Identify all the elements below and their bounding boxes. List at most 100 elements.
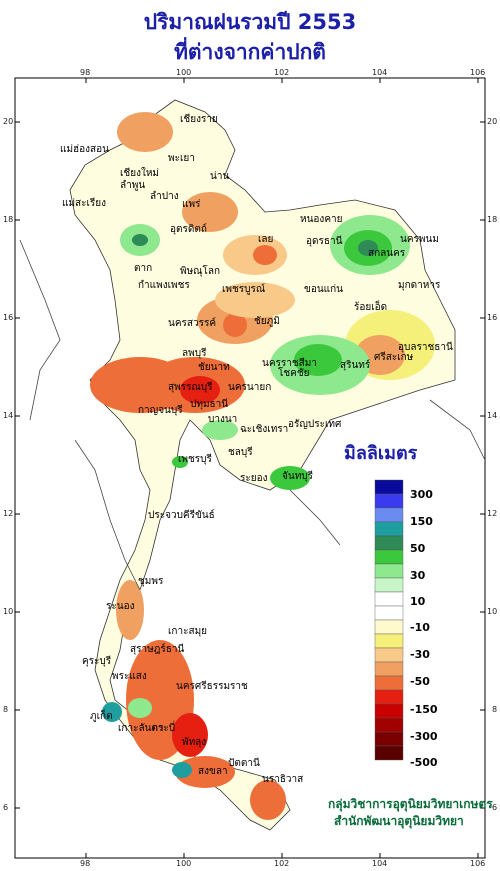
legend-colorbar (374, 479, 404, 761)
place-label: สกลนคร (368, 248, 406, 259)
lon-tick-bottom: 104 (372, 859, 388, 868)
place-label: ร้อยเอ็ด (354, 302, 388, 313)
legend-swatch (374, 591, 404, 607)
place-label: ปัตตานี (228, 758, 260, 769)
legend-swatch (374, 689, 404, 705)
legend-label: -10 (410, 621, 430, 634)
legend-label: -500 (410, 756, 438, 769)
place-label: โชคชัย (278, 368, 310, 379)
place-label: อุตรดิตถ์ (170, 224, 207, 235)
map-subtitle: ที่ต่างจากค่าปกติ (174, 40, 326, 64)
lat-tick-right: 18 (487, 215, 498, 224)
place-label: ฉะเชิงเทรา (240, 424, 289, 435)
lon-tick-top: 100 (176, 68, 192, 77)
place-label: สุรินทร์ (340, 360, 371, 371)
credit-line-2: สำนักพัฒนาอุตุนิยมวิทยา (334, 814, 464, 828)
place-label: บางนา (208, 414, 238, 425)
place-label: หนองคาย (300, 214, 343, 225)
place-label: ลำปาง (150, 191, 179, 202)
lat-tick-right: 20 (487, 117, 498, 126)
place-label: ขอนแก่น (304, 284, 344, 295)
legend-swatch (374, 563, 404, 579)
place-label: เลย (258, 234, 274, 245)
place-label: นครราชสีมา (262, 358, 317, 369)
lat-tick-left: 12 (3, 509, 14, 518)
place-label: มุกดาหาร (398, 280, 441, 291)
place-label: ระยอง (240, 473, 268, 484)
place-label: ตาก (134, 263, 153, 274)
lat-tick-left: 10 (3, 607, 14, 616)
legend-label: -300 (410, 730, 438, 743)
place-label: อุบลราชธานี (398, 342, 453, 353)
place-label: ระนอง (106, 601, 135, 612)
legend-swatch (374, 619, 404, 635)
lat-tick-right: 6 (492, 803, 498, 812)
place-label: เพชรบูรณ์ (222, 284, 266, 295)
place-label: ลพบุรี (182, 348, 207, 359)
place-label: คุระบุรี (82, 656, 112, 667)
legend-label: -50 (410, 675, 430, 688)
axis-ticks (15, 78, 485, 858)
legend-label: 50 (410, 542, 426, 555)
legend-swatch (374, 661, 404, 677)
lon-tick-top: 98 (80, 68, 91, 77)
place-label: กระบี่ (152, 723, 176, 734)
lon-tick-bottom: 100 (176, 859, 192, 868)
legend-swatch (374, 521, 404, 537)
lat-tick-left: 8 (3, 705, 9, 714)
legend-label: -150 (410, 703, 438, 716)
place-label: สุพรรณบุรี (168, 382, 213, 393)
legend-label: 10 (410, 595, 426, 608)
legend-swatch (374, 745, 404, 761)
place-label: เกาะลันตา (118, 723, 164, 734)
place-label: แม่ฮ่องสอน (60, 144, 109, 155)
place-label: ชัยภูมิ (254, 316, 280, 327)
place-label: นครพนม (400, 234, 439, 245)
place-label: ภูเก็ต (90, 711, 113, 722)
lat-tick-right: 16 (487, 313, 498, 322)
place-label: จันทบุรี (282, 471, 314, 482)
lon-tick-top: 104 (372, 68, 388, 77)
place-label: พิษณุโลก (180, 266, 221, 277)
legend-swatch (374, 493, 404, 509)
lat-tick-right: 12 (487, 509, 498, 518)
credit-line-1: กลุ่มวิชาการอุตุนิยมวิทยาเกษตร (328, 797, 493, 811)
place-label: ชลบุรี (228, 447, 253, 458)
place-label: นครนายก (228, 382, 272, 393)
legend-swatch (374, 605, 404, 621)
anomaly-shading (69, 99, 456, 831)
place-label: พะเยา (168, 153, 195, 164)
lat-tick-left: 6 (3, 803, 9, 812)
lon-tick-top: 102 (274, 68, 290, 77)
lat-tick-left: 20 (3, 117, 14, 126)
place-label: เกาะสมุย (168, 626, 208, 637)
legend-label: -30 (410, 648, 430, 661)
place-label: ปทุมธานี (190, 399, 229, 410)
lon-tick-bottom: 102 (274, 859, 290, 868)
place-label: เชียงใหม่ (120, 168, 160, 179)
lat-tick-right: 14 (487, 411, 498, 420)
place-label: เพชรบุรี (178, 454, 212, 465)
place-label: ศรีสะเกษ (374, 352, 414, 363)
place-label: นครสวรรค์ (168, 318, 217, 329)
lat-tick-left: 18 (3, 215, 14, 224)
legend-swatch (374, 647, 404, 663)
lat-tick-left: 14 (3, 411, 14, 420)
place-label: แม่สะเรียง (62, 198, 107, 209)
legend-swatch (374, 633, 404, 649)
coastlines (19, 239, 486, 591)
legend-swatch (374, 479, 404, 495)
map-title: ปริมาณฝนรวมปี 2553 (143, 10, 357, 34)
place-label: กาญจนบุรี (138, 405, 183, 416)
legend-swatch (374, 731, 404, 747)
place-label: พัทลุง (182, 737, 207, 748)
legend-label: 150 (410, 515, 433, 528)
place-label: อรัญประเทศ (288, 419, 342, 430)
lon-tick-top: 106 (470, 68, 486, 77)
place-label: ประจวบคีรีขันธ์ (148, 510, 215, 521)
legend-label: 300 (410, 488, 433, 501)
place-label: น่าน (210, 171, 230, 182)
place-label: อุดรธานี (306, 236, 343, 247)
legend-label: 30 (410, 569, 426, 582)
